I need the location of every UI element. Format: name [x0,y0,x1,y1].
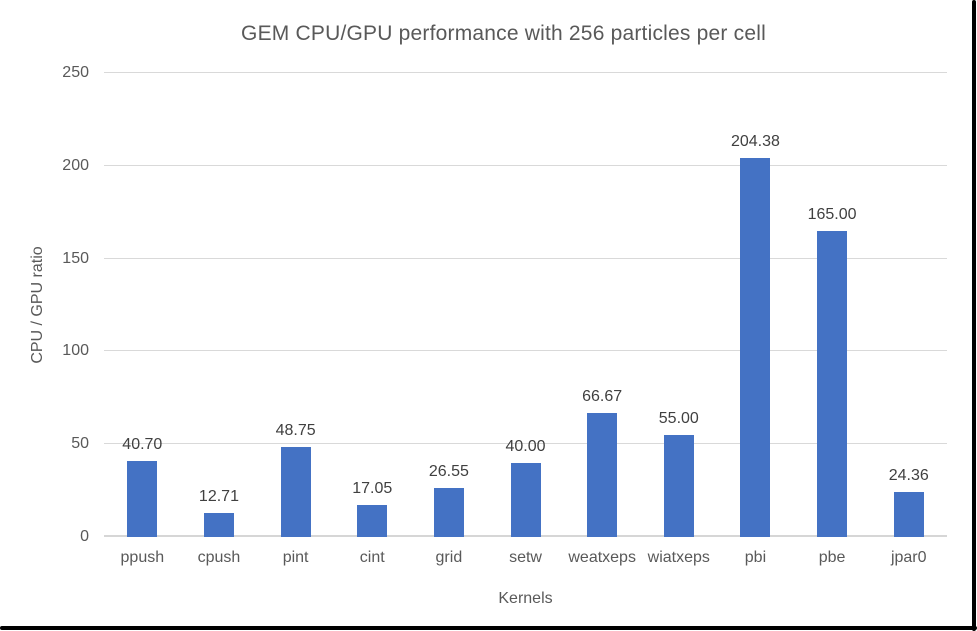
x-tick-label: wiatxeps [647,549,710,566]
gridline [104,443,947,445]
data-label: 17.05 [352,480,393,498]
x-axis-title: Kernels [498,590,553,607]
chart-title: GEM CPU/GPU performance with 256 particl… [241,22,766,45]
gridline [104,164,947,166]
data-label: 165.00 [807,205,857,223]
bar [663,434,694,537]
bar-slot: 66.67 [564,73,641,537]
x-tick-label: pint [282,549,309,566]
bar [433,487,464,537]
x-tick-label: jpar0 [890,549,927,566]
x-tick-label: weatxeps [568,549,636,566]
bar-slot: 26.55 [411,73,488,537]
data-label: 26.55 [428,462,469,480]
data-label: 24.36 [888,466,929,484]
bar-slot: 48.75 [257,73,334,537]
gridline [104,257,947,259]
gridline [104,350,947,352]
bar [740,157,771,537]
data-label: 204.38 [730,132,780,150]
y-tick-label: 200 [62,156,89,174]
window-edge-right [972,0,976,631]
x-tick-label: cint [359,549,385,566]
bar-slot: 17.05 [334,73,411,537]
data-label: 48.75 [275,421,316,439]
bar-slot: 24.36 [870,73,947,537]
bar [893,491,924,537]
bar [357,505,388,537]
window-edge-bottom [0,626,977,630]
bar-slot: 40.00 [487,73,564,537]
bar-slot: 55.00 [640,73,717,537]
bar [587,413,618,537]
bar-slot: 165.00 [794,73,871,537]
x-tick-label: grid [435,549,463,566]
y-tick-label: 0 [80,528,89,545]
x-tick-label: pbi [744,549,767,566]
y-tick-label: 150 [62,249,89,267]
bar [127,461,158,537]
y-tick-label: 100 [62,342,89,360]
bar [280,446,311,537]
bar-slot: 12.71 [181,73,258,537]
y-tick-label: 50 [71,435,89,453]
data-label: 55.00 [658,409,699,427]
bar-slot: 40.70 [104,73,181,537]
data-label: 66.67 [582,388,623,406]
y-tick-label: 250 [62,64,89,81]
bar-series: 40.70 12.71 48.75 17.05 26.55 40.00 66.67 55.00… [104,73,947,537]
gridline [104,72,947,73]
bar [203,513,234,537]
bar [817,230,848,537]
x-tick-label: ppush [120,549,165,566]
plot-area: 40.70 12.71 48.75 17.05 26.55 40.00 66.67 55.00… [62,64,947,545]
x-tick-label: setw [509,549,542,566]
data-label: 12.71 [198,488,239,506]
bar [510,462,541,537]
x-tick-label: cpush [197,549,241,566]
data-label: 40.70 [122,436,163,454]
data-label: 40.00 [505,437,546,455]
bar-slot: 204.38 [717,73,794,537]
x-tick-label: pbe [818,549,846,566]
x-tick-labels: ppush cpush pint cint grid setw weatxeps wiatxe… [104,549,947,567]
y-axis-title: CPU / GPU ratio [29,246,46,364]
